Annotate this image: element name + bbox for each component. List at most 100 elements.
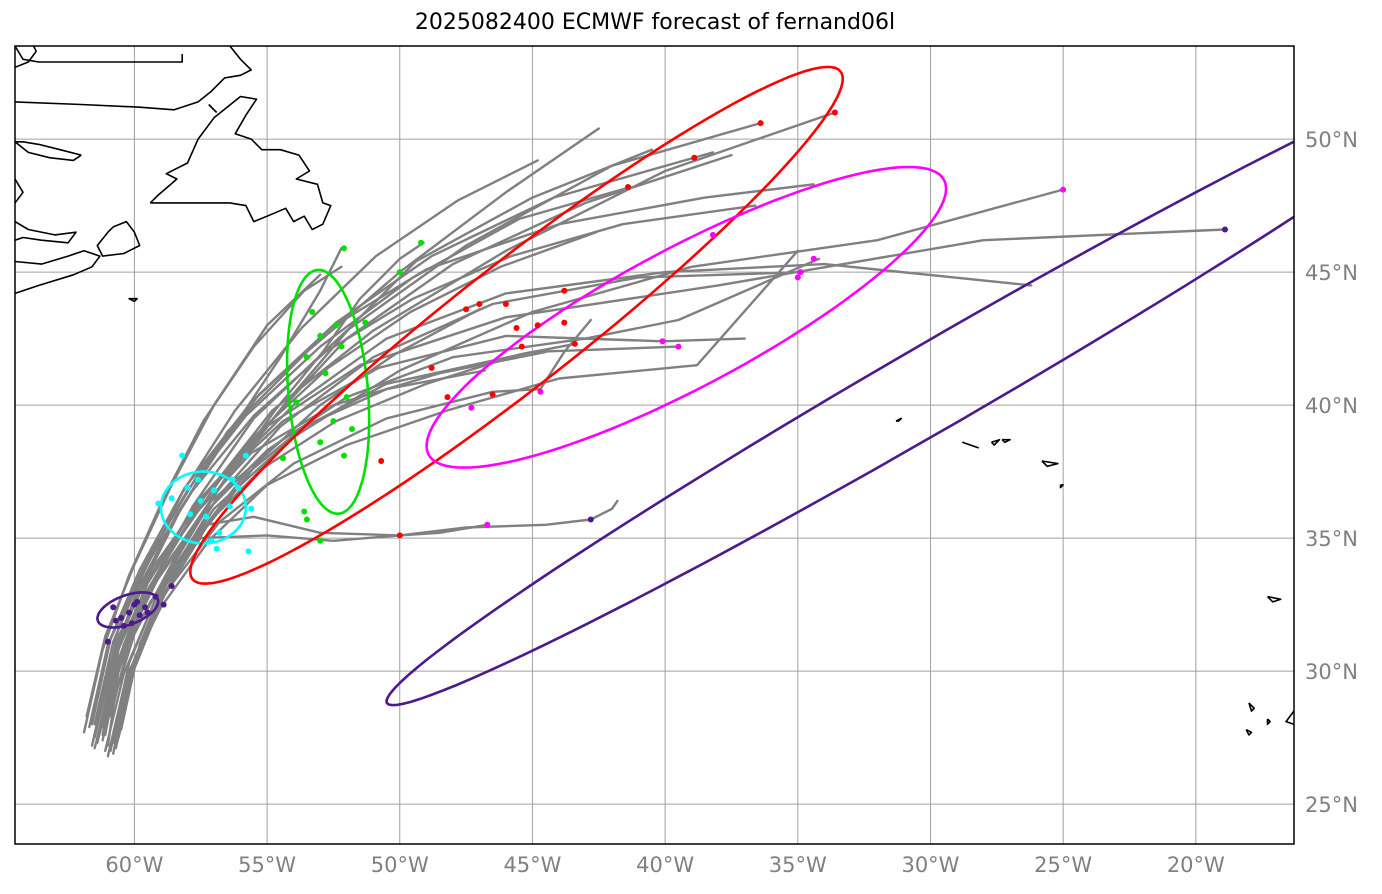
- forecast-point: [341, 452, 347, 459]
- coastlines: [15, 46, 1294, 736]
- forecast-point: [810, 255, 817, 262]
- ensemble-tracks: [82, 111, 1227, 758]
- forecast-point: [211, 487, 217, 494]
- lon-tick-label: 25°W: [1034, 853, 1092, 877]
- forecast-point: [226, 503, 233, 510]
- ensemble-track: [106, 249, 799, 758]
- forecast-point: [120, 622, 127, 629]
- forecast-point: [112, 617, 119, 624]
- coastline: [962, 441, 980, 449]
- forecast-point: [126, 609, 133, 616]
- lat-tick-label: 40°N: [1305, 394, 1358, 418]
- lon-tick-label: 45°W: [503, 853, 561, 877]
- lon-tick-label: 35°W: [769, 853, 827, 877]
- coastline: [15, 178, 24, 204]
- forecast-point: [155, 500, 162, 507]
- forecast-point: [396, 532, 403, 539]
- forecast-point: [330, 418, 337, 425]
- ensemble-track: [109, 262, 1033, 718]
- forecast-point: [301, 508, 308, 515]
- uncertainty-ellipse: [385, 140, 1294, 707]
- coastline: [15, 250, 101, 295]
- ensemble-track: [93, 204, 757, 726]
- axis-tick-labels: 60°W 55°W 50°W 45°W 40°W 35°W 30°W 25°W 20°W 25°N…: [105, 128, 1358, 877]
- forecast-point: [152, 593, 159, 600]
- lat-tick-label: 50°N: [1305, 128, 1358, 152]
- forecast-point: [309, 309, 316, 315]
- forecast-point: [561, 287, 568, 294]
- forecast-point: [104, 638, 111, 645]
- coastline: [1248, 702, 1255, 712]
- forecast-point: [280, 455, 286, 462]
- forecast-point: [303, 354, 310, 361]
- uncertainty-ellipse: [188, 65, 845, 585]
- forecast-point: [184, 484, 191, 491]
- coastline: [1266, 595, 1282, 603]
- forecast-point: [659, 338, 666, 345]
- forecast-point: [484, 521, 491, 528]
- forecast-point: [534, 322, 541, 329]
- forecast-point: [128, 620, 135, 627]
- forecast-point: [144, 609, 151, 616]
- forecast-point: [502, 301, 509, 307]
- forecast-point: [242, 452, 249, 459]
- page-title: 2025082400 ECMWF forecast of fernand06l: [414, 10, 896, 35]
- forecast-point: [208, 537, 215, 544]
- forecast-point: [317, 537, 324, 544]
- forecast-point: [317, 439, 324, 446]
- forecast-point: [213, 545, 220, 552]
- forecast-point: [187, 511, 194, 518]
- coastline: [15, 46, 183, 63]
- coastline: [895, 417, 903, 422]
- ensemble-track: [119, 241, 425, 731]
- coastline: [1285, 710, 1294, 726]
- uncertainty-ellipse: [425, 165, 948, 469]
- forecast-point: [168, 583, 175, 589]
- forecast-point: [131, 601, 138, 608]
- coastline: [15, 46, 252, 111]
- forecast-point: [571, 340, 578, 347]
- forecast-point: [338, 343, 345, 350]
- forecast-point: [216, 529, 223, 536]
- forecast-point: [118, 614, 125, 621]
- ensemble-track: [90, 246, 343, 747]
- forecast-point: [489, 391, 496, 398]
- forecast-point: [757, 120, 764, 127]
- lon-tick-label: 55°W: [238, 853, 296, 877]
- forecast-point: [797, 269, 804, 276]
- forecast-point: [691, 154, 698, 161]
- forecast-point: [234, 484, 241, 491]
- lon-tick-label: 40°W: [636, 853, 694, 877]
- ensemble-track: [103, 228, 1227, 737]
- lat-tick-label: 30°N: [1305, 660, 1358, 684]
- lat-tick-label: 25°N: [1305, 793, 1358, 817]
- coastline: [990, 438, 1001, 446]
- forecast-point: [794, 274, 801, 281]
- coastline: [96, 220, 141, 257]
- forecast-point: [203, 513, 210, 520]
- forecast-point: [343, 394, 350, 401]
- forecast-point: [245, 548, 252, 555]
- forecast-point: [675, 343, 682, 350]
- forecast-point: [709, 231, 716, 238]
- lat-tick-label: 45°N: [1305, 261, 1358, 285]
- forecast-point: [518, 343, 525, 350]
- lon-tick-label: 50°W: [371, 853, 429, 877]
- coastline: [149, 95, 332, 231]
- forecast-point: [428, 364, 435, 371]
- coastline: [208, 103, 218, 114]
- forecast-point: [179, 452, 186, 459]
- lon-tick-label: 30°W: [901, 853, 959, 877]
- forecast-point: [476, 301, 483, 307]
- forecast-point: [197, 497, 204, 504]
- lon-tick-label: 60°W: [105, 853, 163, 877]
- uncertainty-ellipse: [159, 470, 248, 545]
- ensemble-track: [93, 127, 600, 739]
- forecast-point: [317, 332, 324, 339]
- forecast-point: [248, 505, 255, 512]
- ensemble-track: [114, 308, 481, 750]
- forecast-point: [625, 184, 631, 190]
- forecast-point: [561, 319, 568, 326]
- forecast-point: [333, 322, 340, 329]
- forecast-point: [229, 476, 236, 483]
